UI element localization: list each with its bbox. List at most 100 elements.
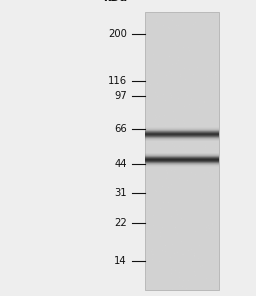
- Point: [147, 247, 151, 252]
- Point: [176, 273, 180, 277]
- Point: [160, 163, 164, 168]
- Point: [169, 71, 173, 76]
- Point: [210, 279, 215, 284]
- Point: [204, 41, 208, 46]
- Point: [196, 12, 200, 16]
- Point: [204, 252, 208, 257]
- Point: [191, 73, 195, 78]
- Point: [161, 17, 165, 22]
- Point: [152, 59, 156, 64]
- Point: [209, 269, 213, 274]
- Point: [151, 48, 155, 53]
- Point: [178, 36, 182, 41]
- Point: [215, 34, 219, 39]
- Point: [198, 53, 202, 58]
- Point: [198, 263, 202, 268]
- Point: [210, 58, 215, 63]
- Point: [154, 46, 158, 50]
- Point: [205, 88, 209, 93]
- Point: [157, 87, 161, 92]
- Point: [171, 133, 175, 138]
- Point: [206, 74, 210, 79]
- Point: [209, 120, 213, 124]
- Point: [202, 251, 206, 256]
- Point: [175, 61, 179, 66]
- Point: [200, 262, 204, 267]
- Point: [181, 134, 185, 139]
- Point: [205, 214, 209, 218]
- Point: [177, 247, 181, 252]
- Point: [199, 22, 203, 27]
- Point: [204, 276, 208, 281]
- Point: [178, 154, 182, 159]
- Point: [177, 123, 182, 128]
- Point: [189, 115, 193, 120]
- Point: [161, 281, 165, 286]
- Point: [144, 34, 148, 39]
- Point: [154, 112, 158, 116]
- Point: [160, 93, 164, 98]
- Point: [208, 102, 212, 107]
- Point: [184, 126, 188, 131]
- Point: [174, 23, 178, 28]
- Point: [173, 251, 177, 255]
- Point: [187, 102, 191, 107]
- Point: [148, 75, 153, 80]
- Point: [168, 129, 172, 134]
- Point: [176, 23, 180, 28]
- Point: [155, 62, 159, 67]
- Point: [183, 65, 187, 69]
- Point: [205, 277, 209, 282]
- Point: [165, 139, 169, 144]
- Point: [195, 178, 199, 183]
- Point: [190, 218, 194, 223]
- Point: [176, 41, 180, 46]
- Point: [208, 274, 212, 279]
- Point: [201, 52, 205, 57]
- Point: [173, 50, 177, 54]
- Point: [214, 133, 218, 138]
- Point: [184, 119, 188, 124]
- Point: [209, 277, 213, 282]
- Point: [171, 10, 175, 15]
- Point: [201, 204, 205, 209]
- Point: [168, 255, 173, 260]
- Point: [158, 189, 162, 194]
- Point: [157, 114, 161, 119]
- Point: [204, 228, 208, 232]
- Point: [183, 209, 187, 214]
- Point: [211, 100, 215, 105]
- Point: [210, 87, 214, 91]
- Point: [151, 252, 155, 257]
- Point: [211, 191, 215, 196]
- Point: [144, 240, 148, 245]
- Point: [151, 192, 155, 197]
- Point: [194, 120, 198, 125]
- Point: [167, 131, 171, 135]
- Point: [203, 99, 207, 104]
- Point: [153, 91, 157, 96]
- Point: [201, 198, 206, 202]
- Point: [215, 148, 219, 153]
- Point: [146, 253, 150, 258]
- Point: [187, 281, 191, 286]
- Point: [212, 17, 216, 22]
- Point: [199, 255, 203, 260]
- Point: [148, 235, 152, 239]
- Point: [191, 77, 195, 82]
- Point: [174, 118, 178, 122]
- Point: [198, 206, 202, 211]
- Point: [177, 137, 182, 141]
- Point: [214, 109, 218, 113]
- Point: [184, 101, 188, 105]
- Point: [215, 221, 219, 226]
- Point: [174, 208, 178, 213]
- Point: [214, 103, 218, 107]
- Point: [193, 269, 197, 274]
- Point: [211, 116, 215, 121]
- Point: [177, 144, 181, 149]
- Point: [167, 260, 171, 265]
- Point: [190, 59, 194, 63]
- Point: [149, 249, 153, 254]
- Point: [212, 173, 216, 178]
